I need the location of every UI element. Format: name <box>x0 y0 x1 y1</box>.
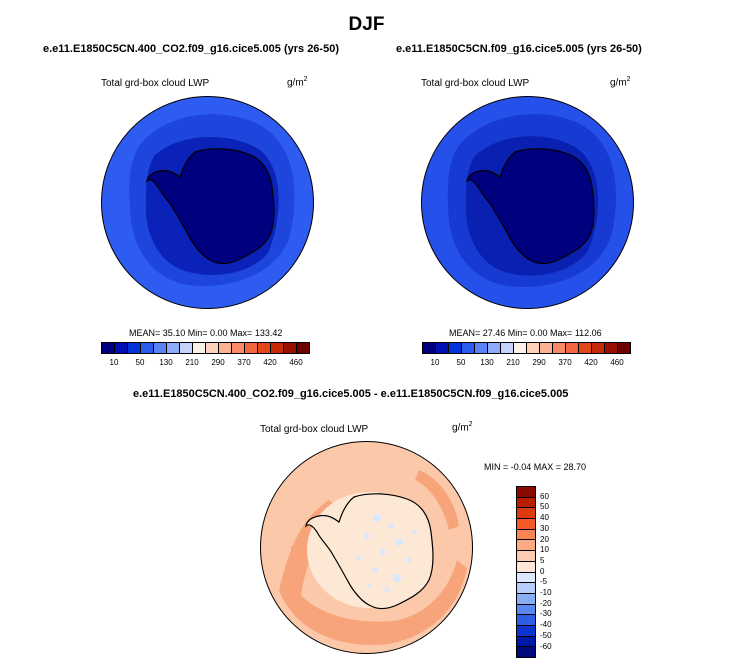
left-map-border <box>101 96 314 309</box>
diff-tick: -60 <box>540 641 552 651</box>
diff-tick: 60 <box>540 491 549 501</box>
right-units: g/m2 <box>610 76 631 89</box>
colorbar-swatch <box>257 342 271 354</box>
diff-map <box>260 441 473 654</box>
diff-tick: -50 <box>540 630 552 640</box>
colorbar-swatch <box>500 342 514 354</box>
left-tick: 290 <box>211 358 225 367</box>
diff-tick: 20 <box>540 534 549 544</box>
colorbar-swatch <box>565 342 579 354</box>
diff-map-cool-patches <box>356 514 418 593</box>
colorbar-swatch <box>526 342 540 354</box>
left-case-title: e.e11.E1850C5CN.400_CO2.f09_g16.cice5.00… <box>43 43 339 55</box>
colorbar-swatch <box>591 342 605 354</box>
colorbar-swatch <box>153 342 167 354</box>
diff-tick: -30 <box>540 609 552 619</box>
colorbar-swatch <box>127 342 141 354</box>
right-tick: 130 <box>480 358 494 367</box>
colorbar-swatch <box>101 342 115 354</box>
colorbar-swatch <box>552 342 566 354</box>
right-colorbar-ticks: 10 50 130 210 290 370 420 460 <box>422 358 630 370</box>
colorbar-swatch <box>283 342 297 354</box>
diff-tick: 50 <box>540 502 549 512</box>
colorbar-swatch <box>140 342 154 354</box>
diff-tick: 0 <box>540 566 545 576</box>
colorbar-swatch <box>422 342 436 354</box>
left-stats: MEAN= 35.10 Min= 0.00 Max= 133.42 <box>129 328 283 338</box>
diff-map-warm-spot <box>291 546 301 558</box>
colorbar-swatch <box>192 342 206 354</box>
diff-map-antarctica <box>305 493 434 610</box>
left-map <box>101 96 314 309</box>
colorbar-swatch <box>448 342 462 354</box>
colorbar-swatch <box>179 342 193 354</box>
right-map-border <box>421 96 634 309</box>
diff-case-title: e.e11.E1850C5CN.400_CO2.f09_g16.cice5.00… <box>133 388 569 400</box>
left-colorbar-swatches <box>101 342 310 354</box>
page-title: DJF <box>348 14 385 35</box>
left-map-antarctica <box>146 148 275 265</box>
left-tick: 130 <box>159 358 173 367</box>
diff-variable-label: Total grd-box cloud LWP <box>260 424 369 435</box>
diff-map-band-ne <box>415 470 459 530</box>
colorbar-swatch <box>435 342 449 354</box>
colorbar-swatch <box>166 342 180 354</box>
colorbar-swatch <box>270 342 284 354</box>
colorbar-swatch <box>617 342 631 354</box>
right-variable-label: Total grd-box cloud LWP <box>421 78 530 89</box>
left-colorbar <box>101 342 310 354</box>
diff-tick: 5 <box>540 555 545 565</box>
diff-tick: 10 <box>540 545 549 555</box>
colorbar-swatch <box>578 342 592 354</box>
colorbar-swatch <box>231 342 245 354</box>
diff-tick: -40 <box>540 620 552 630</box>
right-colorbar-swatches <box>422 342 631 354</box>
left-tick: 460 <box>289 358 303 367</box>
diff-tick: -20 <box>540 598 552 608</box>
colorbar-swatch <box>516 646 536 658</box>
diff-stats: MIN = -0.04 MAX = 28.70 <box>484 462 587 472</box>
diff-colorbar <box>516 486 536 658</box>
left-units: g/m2 <box>287 76 308 89</box>
colorbar-swatch <box>296 342 310 354</box>
left-tick: 210 <box>185 358 199 367</box>
colorbar-swatch <box>604 342 618 354</box>
right-map <box>421 96 634 309</box>
diff-tick: 40 <box>540 513 549 523</box>
colorbar-swatch <box>218 342 232 354</box>
left-tick: 50 <box>135 358 145 367</box>
colorbar-swatch <box>461 342 475 354</box>
colorbar-swatch <box>244 342 258 354</box>
left-tick: 420 <box>263 358 277 367</box>
right-tick: 370 <box>558 358 572 367</box>
right-tick: 50 <box>456 358 466 367</box>
diff-colorbar-swatches <box>516 486 536 658</box>
colorbar-swatch <box>539 342 553 354</box>
left-tick: 370 <box>237 358 251 367</box>
diff-colorbar-ticks: 60 50 40 30 20 10 5 0 -5 -10 -20 -30 -40… <box>540 486 570 657</box>
colorbar-swatch <box>205 342 219 354</box>
colorbar-swatch <box>487 342 501 354</box>
diff-tick: 30 <box>540 523 549 533</box>
right-stats: MEAN= 27.46 Min= 0.00 Max= 112.06 <box>449 328 602 338</box>
right-tick: 420 <box>584 358 598 367</box>
right-tick: 10 <box>430 358 440 367</box>
right-tick: 460 <box>610 358 624 367</box>
right-tick: 290 <box>532 358 546 367</box>
left-variable-label: Total grd-box cloud LWP <box>101 78 210 89</box>
left-colorbar-ticks: 10 50 130 210 290 370 420 460 <box>101 358 309 370</box>
colorbar-swatch <box>114 342 128 354</box>
colorbar-swatch <box>474 342 488 354</box>
diff-tick: -5 <box>540 577 548 587</box>
right-map-antarctica <box>466 148 595 265</box>
diff-map-border <box>260 441 473 654</box>
diff-units: g/m2 <box>452 421 473 434</box>
right-case-title: e.e11.E1850C5CN.f09_g16.cice5.005 (yrs 2… <box>396 43 642 55</box>
right-tick: 210 <box>506 358 520 367</box>
left-tick: 10 <box>109 358 119 367</box>
diff-tick: -10 <box>540 588 552 597</box>
colorbar-swatch <box>513 342 527 354</box>
right-colorbar <box>422 342 631 354</box>
